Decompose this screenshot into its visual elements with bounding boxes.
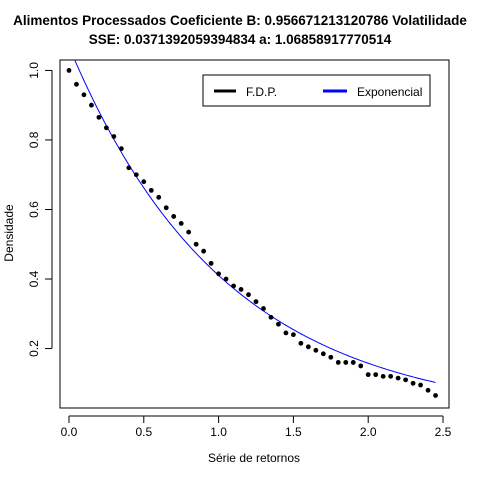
fdp-point [111, 134, 117, 139]
y-axis: 0.2 0.4 0.6 0.8 1.0 [27, 62, 53, 357]
fdp-point [298, 340, 304, 346]
fdp-point [350, 360, 356, 365]
fdp-point [276, 321, 281, 327]
fdp-point [186, 229, 192, 235]
fdp-point [343, 360, 349, 365]
fdp-point [148, 187, 154, 193]
fdp-point [283, 330, 289, 336]
fdp-point [66, 68, 72, 73]
fdp-point [103, 125, 109, 131]
legend-box [202, 74, 431, 107]
chart-title-line2: SSE: 0.0371392059394834 a: 1.06858917770… [89, 32, 392, 47]
x-tick-label: 1.0 [210, 425, 227, 439]
fdp-point [96, 114, 102, 120]
fdp-point [238, 287, 244, 292]
fdp-point [118, 146, 124, 152]
fdp-point [163, 205, 169, 211]
y-tick-label: 0.8 [27, 131, 41, 148]
y-tick-label: 0.6 [27, 201, 41, 218]
fdp-points-series [66, 68, 438, 398]
fdp-point [313, 347, 319, 353]
fdp-point [193, 241, 199, 247]
fdp-point [156, 194, 162, 200]
fdp-point [328, 354, 334, 360]
x-axis: 0.0 0.5 1.0 1.5 2.0 2.5 [61, 415, 452, 439]
y-tick-label: 1.0 [27, 62, 41, 79]
fdp-point [171, 214, 177, 219]
fdp-point [395, 375, 401, 381]
fdp-point [291, 332, 296, 338]
fdp-point [268, 314, 274, 320]
fdp-point [89, 102, 94, 108]
fdp-point [216, 271, 221, 277]
fdp-point [418, 382, 423, 388]
fdp-point [433, 393, 438, 398]
plot-frame [59, 59, 450, 409]
fdp-point [335, 360, 341, 365]
legend: F.D.P. Exponencial [202, 74, 431, 107]
fdp-point [231, 283, 236, 289]
chart-title-line1: Alimentos Processados Coeficiente B: 0.9… [13, 13, 467, 28]
fdp-point [320, 351, 326, 357]
fdp-point [246, 292, 251, 298]
fdp-point [178, 220, 184, 226]
y-tick-label: 0.2 [27, 340, 41, 357]
fdp-point [208, 260, 214, 266]
x-axis-label: Série de retornos [208, 451, 300, 465]
fdp-point [261, 306, 266, 311]
y-tick-label: 0.4 [27, 270, 41, 287]
x-tick-label: 2.5 [435, 425, 452, 439]
fdp-point [81, 92, 87, 98]
fdp-point [425, 387, 431, 393]
fdp-point [201, 248, 207, 254]
x-tick-label: 2.0 [360, 425, 377, 439]
fdp-point [365, 372, 371, 378]
fdp-point [223, 276, 229, 282]
legend-label-fdp: F.D.P. [246, 85, 277, 99]
fdp-point [388, 373, 394, 379]
fdp-point [358, 363, 364, 369]
x-tick-label: 0.5 [135, 425, 152, 439]
fdp-point [133, 172, 139, 178]
fdp-point [373, 372, 379, 378]
fdp-point [126, 165, 132, 171]
fdp-point [410, 380, 416, 386]
fdp-point [403, 377, 409, 383]
legend-label-exponencial: Exponencial [357, 85, 422, 99]
x-tick-label: 0.0 [61, 425, 78, 439]
fdp-point [305, 344, 311, 350]
fdp-point [141, 179, 147, 185]
x-tick-label: 1.5 [285, 425, 302, 439]
fdp-point [253, 299, 259, 305]
fdp-point [380, 373, 386, 379]
y-axis-label: Densidade [2, 204, 16, 262]
fdp-point [74, 81, 79, 87]
